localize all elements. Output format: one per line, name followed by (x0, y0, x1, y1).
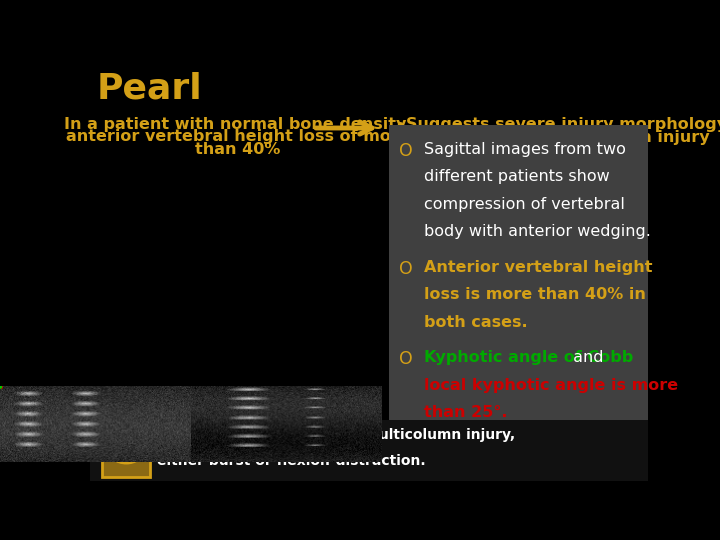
Text: than 25°.: than 25°. (423, 406, 507, 420)
Text: Anterior vertebral height: Anterior vertebral height (423, 260, 652, 275)
Text: Kyphotic angle of Cobb: Kyphotic angle of Cobb (423, 350, 633, 366)
FancyBboxPatch shape (102, 424, 150, 477)
Text: •: • (394, 117, 405, 136)
FancyBboxPatch shape (90, 420, 648, 481)
Text: O: O (399, 260, 413, 278)
Text: Both the findings suggest multicolumn injury,: Both the findings suggest multicolumn in… (157, 428, 515, 442)
Text: different patients show: different patients show (423, 169, 609, 184)
Text: anterior vertebral height loss of more: anterior vertebral height loss of more (66, 129, 410, 144)
Text: either burst or flexion-distraction.: either burst or flexion-distraction. (157, 454, 426, 468)
Text: O: O (399, 350, 413, 368)
Text: i: i (124, 443, 129, 458)
Text: loss is more than 40% in: loss is more than 40% in (423, 287, 646, 302)
Circle shape (109, 437, 144, 464)
Text: O: O (399, 141, 413, 160)
Text: local kyphotic angle is more: local kyphotic angle is more (423, 378, 678, 393)
FancyBboxPatch shape (389, 125, 648, 420)
Text: Burst or flexion-distraction injury: Burst or flexion-distraction injury (406, 130, 710, 145)
Text: both cases.: both cases. (423, 315, 527, 330)
Text: Pearl: Pearl (96, 71, 202, 105)
Text: Sagittal images from two: Sagittal images from two (423, 141, 626, 157)
Text: In a patient with normal bone density,: In a patient with normal bone density, (64, 117, 412, 132)
Text: body with anterior wedging.: body with anterior wedging. (423, 224, 651, 239)
Text: and: and (567, 350, 603, 366)
Text: compression of vertebral: compression of vertebral (423, 197, 624, 212)
Text: Suggests severe injury morphology: Suggests severe injury morphology (406, 117, 720, 132)
Text: •: • (394, 130, 405, 149)
Text: than 40%: than 40% (195, 141, 281, 157)
